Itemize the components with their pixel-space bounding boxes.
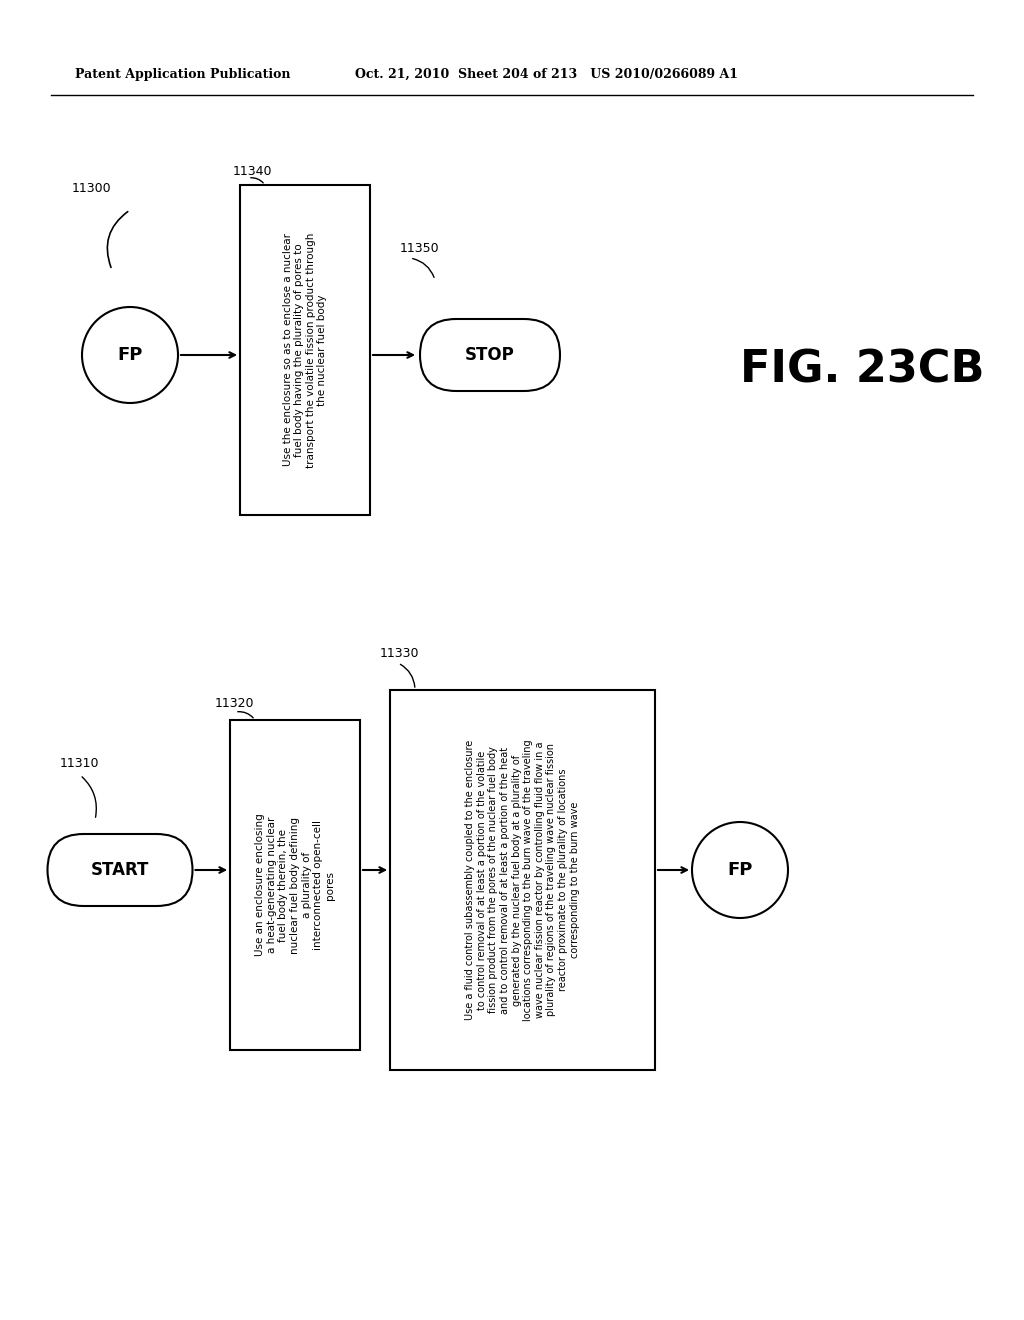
Text: Use an enclosure enclosing
a heat-generating nuclear
fuel body therein, the
nucl: Use an enclosure enclosing a heat-genera… bbox=[255, 813, 335, 957]
FancyBboxPatch shape bbox=[230, 719, 360, 1049]
Text: Patent Application Publication: Patent Application Publication bbox=[75, 69, 291, 81]
Text: STOP: STOP bbox=[465, 346, 515, 364]
FancyBboxPatch shape bbox=[420, 319, 560, 391]
Text: 11340: 11340 bbox=[233, 165, 272, 178]
Text: START: START bbox=[91, 861, 150, 879]
Text: 11350: 11350 bbox=[400, 242, 439, 255]
Text: Use the enclosure so as to enclose a nuclear
fuel body having the plurality of p: Use the enclosure so as to enclose a nuc… bbox=[283, 232, 328, 467]
Text: 11300: 11300 bbox=[72, 182, 112, 195]
FancyBboxPatch shape bbox=[47, 834, 193, 906]
Text: Use a fluid control subassembly coupled to the enclosure
to control removal of a: Use a fluid control subassembly coupled … bbox=[465, 739, 580, 1020]
Circle shape bbox=[82, 308, 178, 403]
Text: FIG. 23CB: FIG. 23CB bbox=[740, 348, 984, 392]
Circle shape bbox=[692, 822, 788, 917]
Text: 11310: 11310 bbox=[60, 756, 99, 770]
Text: FP: FP bbox=[727, 861, 753, 879]
FancyBboxPatch shape bbox=[390, 690, 655, 1071]
Text: 11330: 11330 bbox=[380, 647, 420, 660]
Text: Oct. 21, 2010  Sheet 204 of 213   US 2010/0266089 A1: Oct. 21, 2010 Sheet 204 of 213 US 2010/0… bbox=[355, 69, 738, 81]
Text: FP: FP bbox=[118, 346, 142, 364]
FancyBboxPatch shape bbox=[240, 185, 370, 515]
Text: 11320: 11320 bbox=[215, 697, 255, 710]
